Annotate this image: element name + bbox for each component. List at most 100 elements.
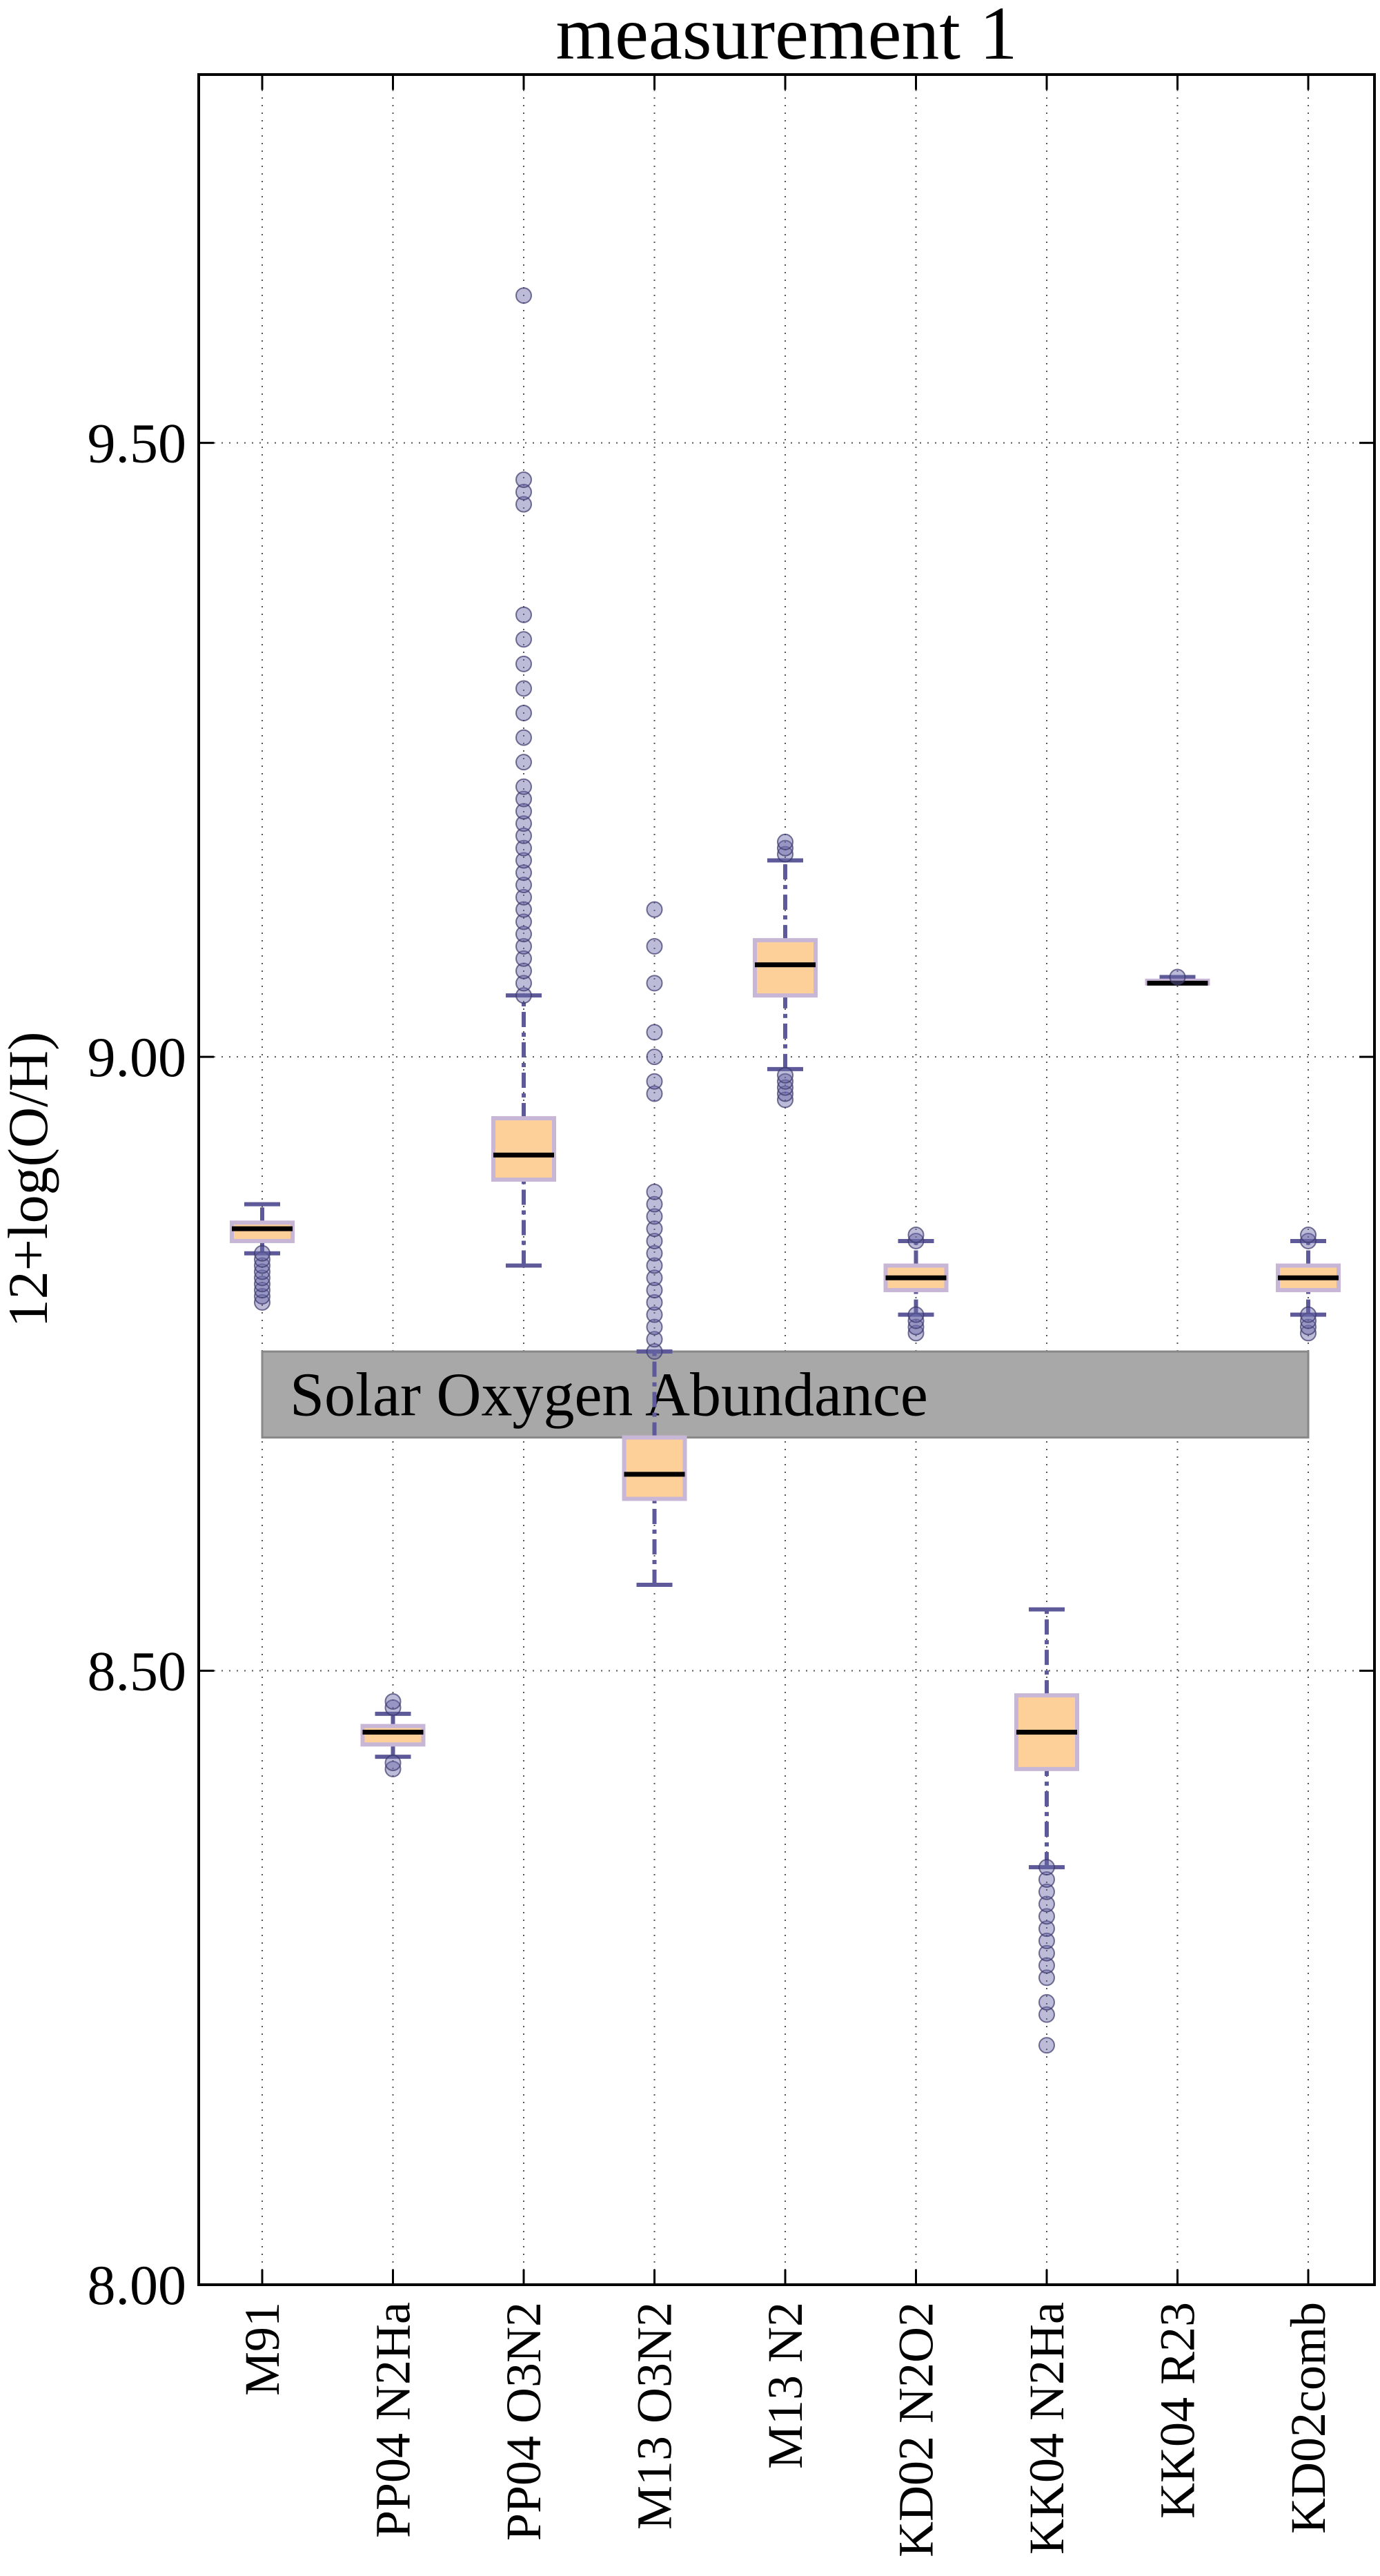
- outlier-point: [646, 1331, 663, 1348]
- outlier-point: [907, 1232, 925, 1249]
- outlier-point: [515, 864, 532, 881]
- y-tick-label: 8.50: [88, 1640, 187, 1703]
- outlier-point: [646, 1024, 663, 1041]
- outlier-point: [1300, 1227, 1317, 1244]
- outlier-point: [384, 1693, 402, 1710]
- outlier-point: [1169, 968, 1186, 986]
- outlier-point: [515, 987, 532, 1004]
- outlier-point: [515, 606, 532, 623]
- outlier-point: [646, 1196, 663, 1213]
- outlier-point: [515, 790, 532, 808]
- outlier-point: [515, 754, 532, 771]
- x-tick-label: KK04 R23: [1150, 2302, 1205, 2519]
- box-series: [230, 287, 1341, 2054]
- outlier-point: [1038, 1871, 1055, 1888]
- outlier-point: [646, 1208, 663, 1225]
- outlier-point: [515, 913, 532, 930]
- outlier-point: [515, 975, 532, 992]
- outlier-point: [646, 1318, 663, 1336]
- outlier-point: [646, 1294, 663, 1311]
- outlier-point: [515, 827, 532, 844]
- outlier-point: [515, 962, 532, 979]
- outlier-point: [515, 496, 532, 513]
- outlier-point: [1038, 1920, 1055, 1938]
- outlier-point: [515, 287, 532, 304]
- outlier-point: [515, 815, 532, 832]
- axis-ticks: 8.00 8.50 9.00 9.50 M91 PP04 N2Ha PP04 O3N2 M13…: [88, 75, 1374, 2557]
- outlier-point: [1300, 1325, 1317, 1342]
- box-4: [753, 833, 818, 1109]
- outlier-point: [646, 1245, 663, 1262]
- outlier-point: [1300, 1306, 1317, 1323]
- box-6: [1014, 1607, 1079, 2054]
- outlier-point: [1038, 1895, 1055, 1913]
- outlier-point: [646, 975, 663, 992]
- outlier-point: [907, 1227, 925, 1244]
- outlier-point: [515, 705, 532, 722]
- outlier-point: [515, 852, 532, 869]
- outlier-point: [384, 1760, 402, 1777]
- outlier-point: [254, 1269, 270, 1287]
- outlier-point: [515, 729, 532, 746]
- outlier-point: [646, 1220, 663, 1238]
- outlier-point: [907, 1325, 925, 1342]
- outlier-point: [515, 839, 532, 857]
- outlier-point: [1038, 1957, 1055, 1974]
- outlier-point: [515, 471, 532, 489]
- outlier-point: [777, 833, 793, 850]
- outlier-point: [646, 1257, 663, 1274]
- x-tick-label: PP04 O3N2: [496, 2302, 551, 2541]
- box-8: [1276, 1227, 1341, 1342]
- box-iqr: [622, 1435, 687, 1501]
- outlier-point: [646, 1269, 663, 1287]
- outlier-point: [777, 1079, 793, 1096]
- box-iqr: [360, 1724, 426, 1747]
- y-tick-label: 8.00: [88, 2254, 187, 2316]
- outlier-point: [515, 926, 532, 943]
- outlier-point: [646, 1183, 663, 1200]
- outlier-point: [515, 655, 532, 672]
- outlier-point: [515, 877, 532, 894]
- outlier-point: [1038, 1969, 1055, 1987]
- outlier-point: [1038, 2037, 1055, 2054]
- outlier-point: [646, 1232, 663, 1249]
- outlier-point: [646, 1282, 663, 1299]
- box-5: [883, 1227, 949, 1342]
- outlier-point: [515, 483, 532, 500]
- outlier-point: [777, 1066, 793, 1084]
- outlier-point: [777, 1085, 793, 1102]
- outlier-point: [254, 1257, 270, 1274]
- outlier-point: [254, 1287, 270, 1305]
- outlier-point: [515, 803, 532, 820]
- outlier-point: [907, 1318, 925, 1336]
- box-iqr: [753, 938, 818, 998]
- outlier-point: [254, 1245, 270, 1262]
- outlier-point: [515, 888, 532, 906]
- y-tick-label: 9.00: [88, 1026, 187, 1089]
- outlier-point: [384, 1754, 402, 1771]
- outlier-point: [1038, 1908, 1055, 1925]
- x-tick-label: M13 N2: [758, 2302, 813, 2469]
- x-tick-label: PP04 N2Ha: [366, 2302, 421, 2538]
- outlier-point: [1038, 1993, 1055, 2011]
- outlier-point: [254, 1251, 270, 1268]
- outlier-point: [907, 1312, 925, 1329]
- x-tick-label: M13 O3N2: [627, 2302, 682, 2530]
- outlier-point: [515, 778, 532, 795]
- box-1: [360, 1693, 426, 1777]
- outlier-point: [1038, 1859, 1055, 1876]
- box-2: [491, 287, 556, 1268]
- outlier-point: [646, 1073, 663, 1090]
- outlier-point: [254, 1282, 270, 1299]
- outlier-point: [777, 839, 793, 857]
- outlier-point: [646, 901, 663, 918]
- outlier-point: [254, 1276, 270, 1293]
- outlier-point: [777, 1091, 793, 1109]
- outlier-point: [515, 631, 532, 648]
- outlier-point: [777, 1073, 793, 1090]
- x-tick-label: M91: [235, 2302, 290, 2396]
- outlier-point: [1038, 2006, 1055, 2023]
- outlier-point: [254, 1294, 270, 1311]
- x-tick-label: KK04 N2Ha: [1019, 2302, 1074, 2555]
- box-iqr: [230, 1220, 295, 1243]
